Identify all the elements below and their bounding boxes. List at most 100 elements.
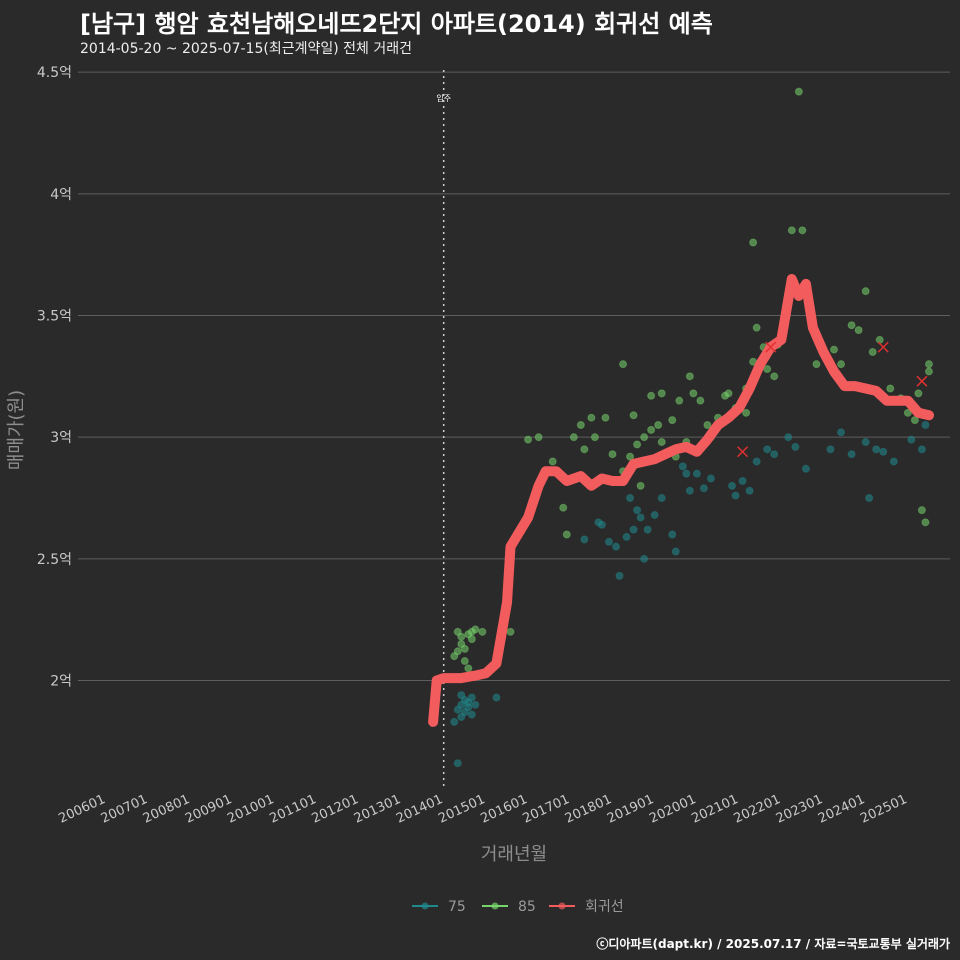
point-75 [457,713,466,721]
x-tick-label: 200601 [56,792,107,827]
cancelled-marks [737,341,928,458]
point-85 [830,345,839,354]
legend: 75 85 회귀선 [412,899,624,915]
point-85 [601,413,610,422]
point-75 [604,537,613,546]
x-tick-label: 202301 [774,792,825,827]
y-tick-label: 3.5억 [37,309,72,325]
point-75 [650,511,659,520]
legend-label-85: 85 [518,899,536,915]
point-75 [453,759,462,768]
point-85 [914,389,923,398]
y-tick-label: 3억 [50,430,72,446]
point-85 [569,433,578,442]
point-85 [450,652,459,661]
point-85 [703,421,712,429]
point-75 [699,484,708,493]
point-85 [903,408,912,417]
x-tick-label: 202201 [732,792,783,827]
point-85 [647,391,656,400]
point-85 [562,530,571,539]
point-85 [696,396,705,405]
point-85 [460,644,469,653]
x-tick-label: 202501 [858,792,909,827]
x-axis-title: 거래년월 [481,844,547,865]
x-tick-label: 201801 [563,792,614,827]
point-85 [559,503,568,512]
point-85 [647,425,656,434]
point-85 [619,360,628,369]
point-85 [770,372,779,381]
x-tick-label: 201601 [478,792,529,827]
move-in-marker: 입주 [436,70,451,790]
point-75 [453,705,462,714]
point-75 [622,532,631,541]
point-85 [837,360,846,369]
point-75 [861,438,870,447]
point-85 [724,389,733,398]
point-85 [626,452,635,461]
source-caption: ⓒ디아파트(dapt.kr) / 2025.07.17 / 자료=국토교통부 실… [596,937,950,951]
point-75 [738,476,747,485]
point-85 [861,287,870,296]
cancelled-mark [737,446,749,458]
cancelled-mark [765,341,777,353]
point-75 [879,447,888,456]
point-85 [685,372,694,381]
x-tick-label: 200901 [183,792,234,827]
point-85 [453,647,462,656]
legend-label-75: 75 [448,899,466,915]
point-75 [678,462,687,471]
point-75 [728,481,737,490]
point-85 [787,226,796,235]
point-75 [629,525,638,534]
point-85 [478,627,487,636]
point-75 [457,691,466,700]
cancelled-mark [877,341,889,353]
legend-label-reg: 회귀선 [585,899,624,915]
legend-dot-75 [421,902,429,910]
regression-line [428,274,934,727]
point-85 [640,433,649,442]
x-tick-label: 201701 [521,792,572,827]
point-85 [460,657,469,666]
point-85 [590,433,599,442]
y-axis-ticks: 2억 2.5억 3억 3.5억 4억 4.5억 [37,65,72,689]
regression-line-layer [428,274,934,727]
x-tick-label: 201501 [436,792,487,827]
point-85 [794,87,803,96]
point-85 [654,421,663,429]
point-85 [457,632,466,641]
point-75 [640,554,649,563]
legend-dot-reg [558,902,566,910]
point-85 [921,518,930,527]
x-tick-label: 202101 [689,792,740,827]
cancelled-mark [916,375,928,387]
point-75 [460,708,469,717]
point-75 [467,710,476,719]
point-85 [875,335,884,344]
point-85 [457,640,466,648]
point-85 [868,348,877,356]
point-85 [917,506,926,515]
x-tick-label: 200801 [141,792,192,827]
move-in-label: 입주 [436,94,451,103]
point-85 [910,416,919,425]
x-tick-label: 201001 [225,792,276,827]
point-75 [745,486,754,495]
point-85 [580,445,589,454]
point-75 [826,445,835,454]
point-85 [675,396,684,405]
x-tick-label: 200701 [99,792,150,827]
point-85 [886,384,895,393]
point-75 [801,464,810,473]
point-85 [924,360,933,369]
point-75 [492,693,501,702]
point-75 [633,506,642,515]
point-75 [464,698,473,707]
point-85 [668,416,677,425]
point-75 [889,457,898,466]
point-85 [506,627,515,636]
x-tick-label: 201201 [310,792,361,827]
